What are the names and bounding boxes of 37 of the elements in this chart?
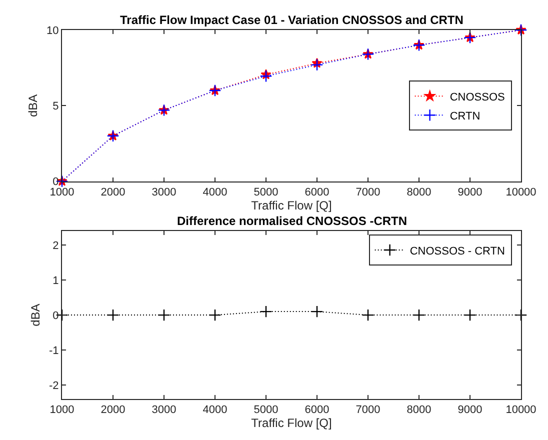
x-tick-label: 6000 xyxy=(304,186,330,198)
x-tick-label: 8000 xyxy=(406,186,432,198)
x-tick-label: 3000 xyxy=(152,404,176,416)
y-tick-label: 2 xyxy=(52,240,59,252)
x-tick-label: 5000 xyxy=(254,186,278,198)
x-tick-label: 4000 xyxy=(202,404,228,416)
y-tick-label: -2 xyxy=(49,380,59,392)
y-axis-title: dBA xyxy=(28,304,42,326)
legend-label: CNOSSOS - CRTN xyxy=(410,245,506,258)
x-tick-label: 1000 xyxy=(50,404,74,416)
x-tick-label: 10000 xyxy=(506,404,536,416)
chart-title: Difference normalised CNOSSOS -CRTN xyxy=(177,214,408,228)
y-tick-label: -1 xyxy=(49,344,59,357)
y-tick-label: 10 xyxy=(46,24,59,37)
x-tick-label: 6000 xyxy=(304,404,330,416)
x-tick-label: 2000 xyxy=(100,186,126,198)
x-tick-label: 7000 xyxy=(356,404,380,416)
y-tick-label: 5 xyxy=(52,100,59,112)
y-tick-label: 0 xyxy=(52,176,59,188)
x-tick-label: 4000 xyxy=(202,186,228,198)
y-tick-label: 0 xyxy=(52,310,59,322)
x-tick-label: 9000 xyxy=(458,404,482,416)
x-axis-title: Traffic Flow [Q] xyxy=(251,198,332,212)
x-tick-label: 10000 xyxy=(506,186,536,198)
x-tick-label: 3000 xyxy=(152,186,176,198)
x-tick-label: 5000 xyxy=(254,404,278,416)
legend-label: CRTN xyxy=(450,110,480,122)
chart-title: Traffic Flow Impact Case 01 - Variation CNOSSOS and CRTN xyxy=(120,13,464,27)
x-axis-title: Traffic Flow [Q] xyxy=(251,416,332,430)
x-tick-label: 9000 xyxy=(458,186,482,198)
y-tick-label: 1 xyxy=(52,274,59,287)
x-tick-label: 8000 xyxy=(406,404,432,416)
legend-label: CNOSSOS xyxy=(450,91,505,104)
x-tick-label: 1000 xyxy=(50,186,74,198)
y-axis-title: dBA xyxy=(26,94,40,117)
x-tick-label: 7000 xyxy=(356,186,380,198)
x-tick-label: 2000 xyxy=(100,404,126,416)
